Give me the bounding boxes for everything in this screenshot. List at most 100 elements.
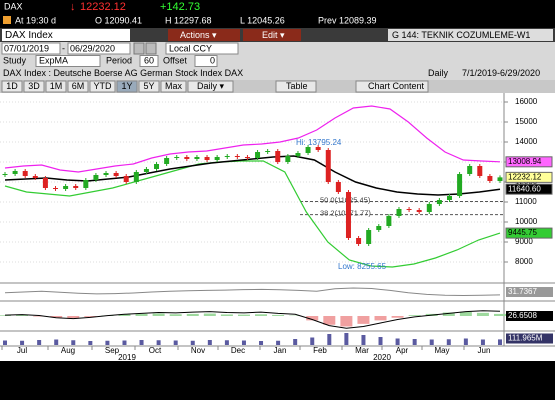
actions: Actions ▾	[180, 30, 217, 40]
last-label-box	[505, 156, 553, 168]
range-button-label: 1Y	[121, 81, 132, 91]
offset-input[interactable]	[194, 55, 218, 67]
volume-bar	[498, 339, 502, 345]
range-button[interactable]	[1, 80, 23, 93]
last-label: 11640.60	[508, 184, 541, 193]
hist-bar	[16, 314, 29, 316]
hist-bar	[272, 314, 285, 316]
volume-bar	[344, 333, 349, 345]
volume-bar	[361, 335, 366, 345]
actions-button[interactable]	[168, 29, 240, 41]
range-button-label: Max	[165, 81, 183, 91]
volume-bar	[54, 339, 59, 345]
page-title: G 144: TEKNIK COZUMLEME-W1	[392, 30, 530, 40]
volume-bar	[429, 339, 434, 345]
range: 7/1/2019-6/29/2020	[462, 68, 540, 78]
x-tick-label: Jun	[478, 346, 491, 355]
description: DAX Index : Deutsche Boerse AG German St…	[3, 68, 243, 78]
study: ExpMA	[39, 55, 68, 65]
volume-bar	[293, 339, 298, 345]
volume-bar	[139, 340, 144, 345]
chart-content-button[interactable]	[355, 80, 429, 93]
table-button[interactable]	[275, 80, 317, 93]
hist-bar	[255, 314, 268, 316]
next-button[interactable]	[145, 42, 157, 55]
y-tick-label: 16000	[515, 97, 538, 106]
range-button-label: Daily ▾	[197, 81, 225, 91]
range-button[interactable]	[67, 80, 89, 93]
arrow: ↓	[70, 1, 76, 13]
study-select[interactable]	[35, 55, 101, 67]
high: H 12297.68	[165, 15, 212, 25]
volume-bar	[378, 337, 383, 345]
volume-bar	[395, 338, 400, 345]
hist-bar	[84, 316, 97, 317]
y-tick-label: 15000	[515, 117, 538, 126]
x-tick-label: Aug	[61, 346, 75, 355]
range-button[interactable]	[187, 80, 234, 93]
range-button[interactable]	[23, 80, 45, 93]
volume-bar	[446, 339, 451, 345]
volume-bar	[3, 340, 7, 345]
volume-bar	[327, 334, 332, 345]
series-line	[4, 105, 501, 173]
range-button[interactable]	[160, 80, 187, 93]
volume-bar	[190, 340, 195, 345]
offset: 0	[210, 55, 215, 65]
hist-bar	[459, 311, 472, 316]
chart-area	[0, 93, 555, 361]
footer-line: Japan 81 3 4565 8900 Singapore 65 6212 1…	[62, 369, 462, 377]
security-input[interactable]	[2, 29, 130, 41]
hist-bar	[374, 316, 387, 321]
footer-line: Australia 61 2 9777 8600 Brazil 5511 239…	[62, 362, 520, 370]
annotation: Hi: 13795.24	[296, 138, 342, 147]
start-input[interactable]	[1, 42, 61, 55]
volume-bar	[259, 341, 264, 345]
y-tick-label: 11000	[515, 197, 537, 206]
hist-bar	[357, 316, 370, 324]
x-tick-label: Feb	[313, 346, 327, 355]
annotation: Low: 8255.65	[338, 262, 387, 271]
period-label: Period	[106, 55, 132, 65]
hist-bar	[118, 314, 131, 316]
range-button[interactable]	[89, 80, 116, 93]
period-input[interactable]	[139, 55, 159, 67]
icon	[3, 16, 11, 24]
currency-select[interactable]	[165, 42, 239, 55]
panel-label: 31.7367	[508, 287, 537, 296]
edit: Edit ▾	[262, 30, 285, 40]
hist-bar	[408, 315, 421, 316]
range-button[interactable]	[45, 80, 67, 93]
hist-bar	[50, 316, 63, 318]
security: DAX Index	[5, 30, 53, 41]
last-label-box	[505, 171, 553, 183]
edit-button[interactable]	[243, 29, 301, 41]
series-line	[4, 160, 501, 268]
last-label: 13008.94	[508, 157, 542, 166]
range-button-label: YTD	[94, 81, 113, 91]
hist-bar	[442, 312, 455, 316]
x-tick-label: Sep	[105, 346, 120, 355]
volume-bar	[156, 340, 161, 345]
volume-bar	[20, 340, 25, 345]
panel-label: 111.965M	[508, 334, 543, 343]
hist-bar	[323, 316, 336, 325]
volume-bar	[224, 340, 229, 345]
page-box	[388, 29, 553, 41]
hist-bar	[152, 313, 165, 316]
prev-button[interactable]	[133, 42, 145, 55]
volume-bar	[276, 340, 281, 345]
hist-bar	[135, 313, 148, 316]
range-button[interactable]	[116, 80, 138, 93]
offset-label: Offset	[163, 55, 187, 65]
end-input[interactable]	[67, 42, 131, 55]
volume-bar	[71, 340, 76, 345]
year-label: 2019	[118, 353, 136, 362]
range-button[interactable]	[138, 80, 160, 93]
year-label: 2020	[373, 353, 391, 362]
frequency: Daily	[428, 68, 449, 78]
y-tick-label: 9000	[515, 237, 533, 246]
x-tick-label: May	[434, 346, 449, 355]
period: 60	[144, 55, 154, 65]
last-label: 9445.75	[508, 228, 537, 237]
